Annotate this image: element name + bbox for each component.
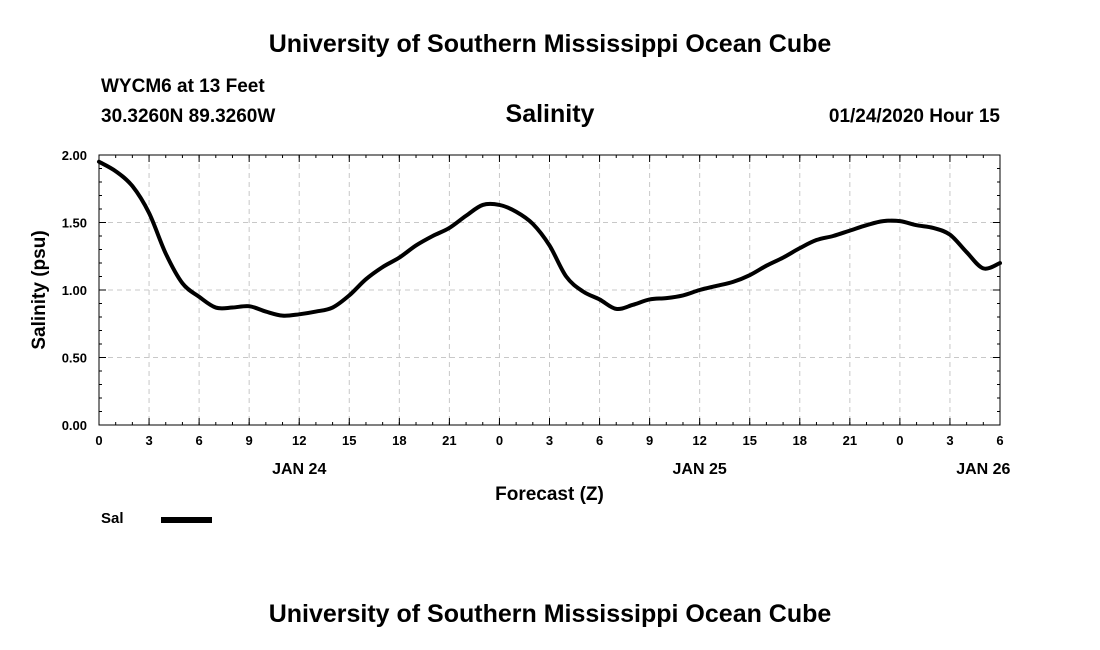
bottom-title: University of Southern Mississippi Ocean… bbox=[268, 600, 832, 628]
x-tick-label: 9 bbox=[246, 433, 253, 448]
x-axis-label: Forecast (Z) bbox=[495, 484, 604, 505]
y-tick-label: 2.00 bbox=[62, 148, 87, 163]
datetime-label: 01/24/2020 Hour 15 bbox=[828, 106, 1000, 127]
x-tick-label: 18 bbox=[793, 433, 807, 448]
date-label: JAN 25 bbox=[673, 461, 727, 478]
x-tick-label: 3 bbox=[546, 433, 553, 448]
x-tick-label: 6 bbox=[596, 433, 603, 448]
y-tick-label: 0.50 bbox=[62, 351, 87, 366]
y-tick-label: 1.00 bbox=[62, 283, 87, 298]
x-tick-label: 15 bbox=[742, 433, 756, 448]
x-tick-label: 0 bbox=[95, 433, 102, 448]
x-tick-label: 18 bbox=[392, 433, 406, 448]
station-label: WYCM6 at 13 Feet bbox=[101, 76, 265, 97]
x-tick-label: 12 bbox=[292, 433, 306, 448]
x-tick-label: 6 bbox=[195, 433, 202, 448]
top-title: University of Southern Mississippi Ocean… bbox=[268, 30, 832, 58]
x-tick-label: 9 bbox=[646, 433, 653, 448]
date-label: JAN 26 bbox=[956, 461, 1010, 478]
x-tick-label: 21 bbox=[843, 433, 857, 448]
y-tick-label: 0.00 bbox=[62, 418, 87, 433]
x-tick-label: 12 bbox=[692, 433, 706, 448]
location-label: 30.3260N 89.3260W bbox=[101, 106, 276, 127]
y-tick-label: 1.50 bbox=[62, 216, 87, 231]
x-tick-label: 21 bbox=[442, 433, 456, 448]
chart-title: Salinity bbox=[505, 100, 595, 128]
legend-label-sal: Sal bbox=[101, 510, 124, 527]
plot-frame bbox=[98, 154, 1001, 426]
x-tick-label: 6 bbox=[996, 433, 1003, 448]
x-tick-label: 3 bbox=[946, 433, 953, 448]
legend-swatch-sal bbox=[161, 517, 212, 523]
x-tick-label: 0 bbox=[896, 433, 903, 448]
x-tick-label: 0 bbox=[496, 433, 503, 448]
date-label: JAN 24 bbox=[272, 461, 326, 478]
x-tick-label: 3 bbox=[145, 433, 152, 448]
y-axis-label: Salinity (psu) bbox=[29, 230, 50, 349]
series-line-sal bbox=[97, 159, 1002, 318]
x-tick-label: 15 bbox=[342, 433, 356, 448]
